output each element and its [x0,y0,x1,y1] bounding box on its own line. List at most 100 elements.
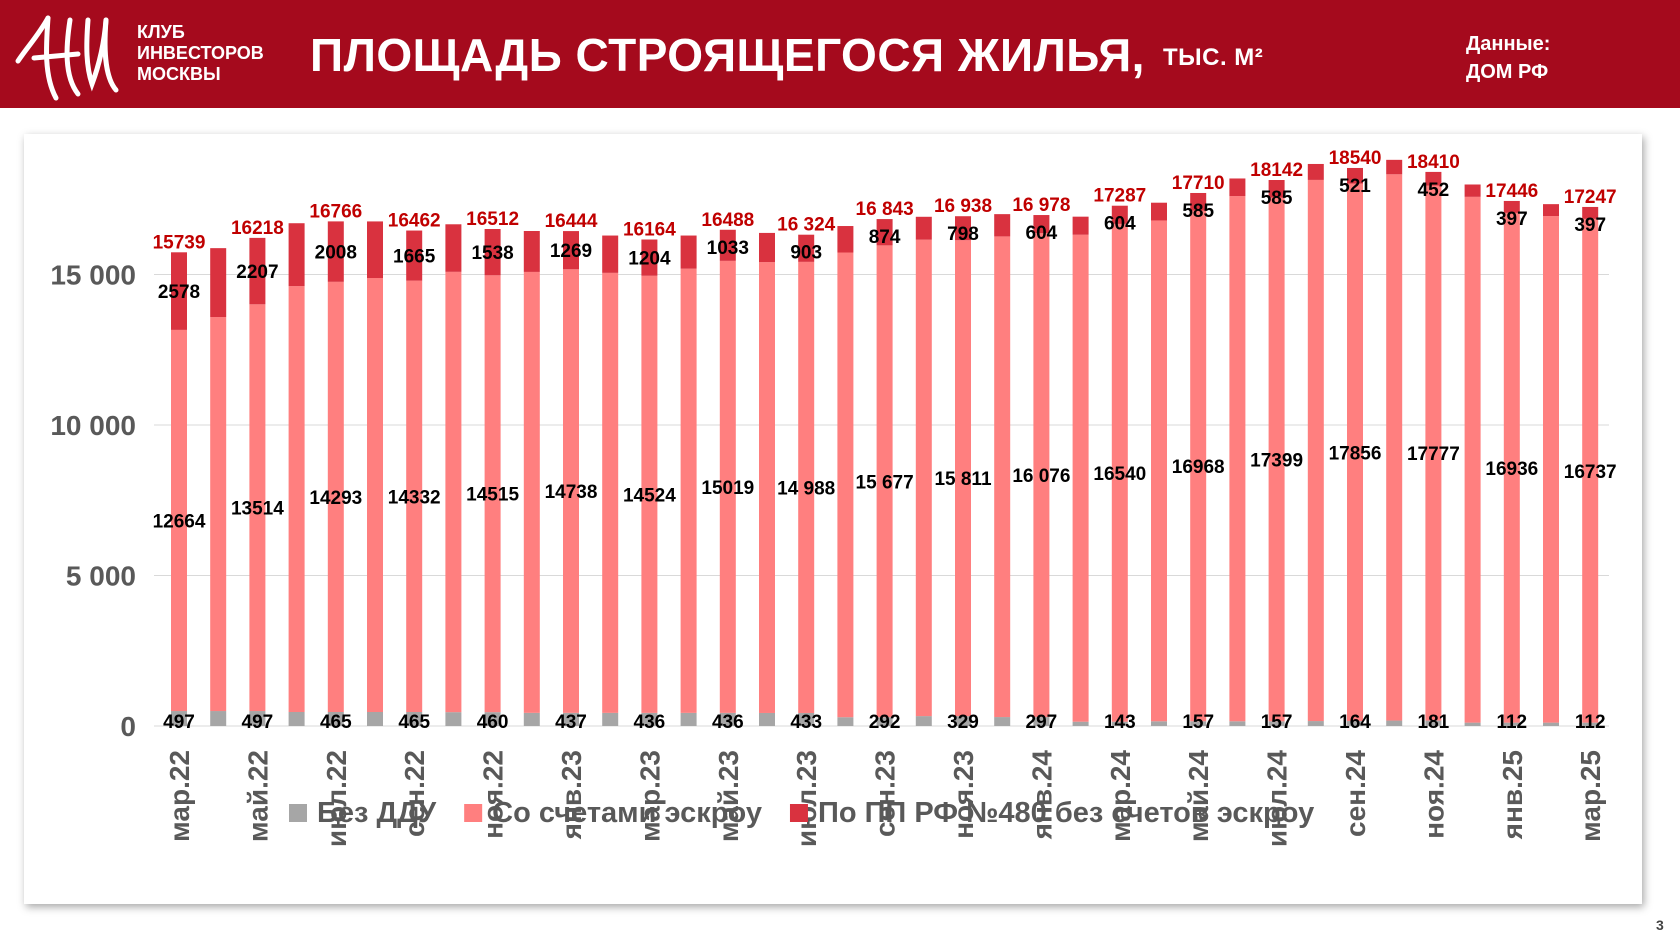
data-label-bez-ddu: 181 [1418,712,1450,733]
bar-bez-ddu [994,717,1011,726]
data-label-total: 16 938 [934,196,992,217]
bar-bez-ddu [876,717,893,726]
data-label-escrow: 14293 [309,488,362,509]
data-label-bez-ddu: 497 [163,712,195,733]
bar-escrow [1111,223,1128,722]
bar-escrow [1386,174,1403,721]
data-label-total: 16462 [388,211,441,232]
data-source: Данные: ДОМ РФ [1466,30,1550,86]
data-label-escrow: 12664 [153,511,206,532]
x-tick-label: май.23 [713,750,744,842]
bar-escrow [367,278,383,713]
data-label-escrow: 16 076 [1012,466,1070,487]
stacked-bar-chart: 0 5 000 10 000 15 000 497 12664 2578 15739 497 13… [50,148,1617,847]
bar-pp480 [1347,167,1363,184]
x-tick-label: янв.25 [1497,750,1528,840]
x-tick-label: июл.23 [791,750,822,847]
bar-bez-ddu [719,712,736,726]
data-label-escrow: 17777 [1407,444,1460,465]
x-tick-label: мар.23 [634,750,665,842]
x-tick-label: янв.24 [1026,750,1057,841]
bar-pp480 [406,230,423,281]
bar-bez-ddu [759,712,775,726]
page-title-text: ПЛОЩАДЬ СТРОЯЩЕГОСЯ ЖИЛЬЯ, [310,29,1145,81]
data-source-name: ДОМ РФ [1466,61,1549,83]
bar-bez-ddu [484,712,501,726]
bar-pp480 [1033,215,1050,234]
bar-bez-ddu [171,711,187,726]
page-title: ПЛОЩАДЬ СТРОЯЩЕГОСЯ ЖИЛЬЯ, тыс. м² [310,28,1263,82]
bar-pp480 [1503,200,1520,213]
data-label-bez-ddu: 329 [947,712,979,733]
bar-bez-ddu [445,712,462,726]
bar-pp480 [210,248,227,318]
data-label-bez-ddu: 436 [634,712,666,733]
bar-escrow [210,317,227,712]
club-name-line: КЛУБ [137,22,185,42]
data-label-pp480: 798 [947,224,979,245]
legend-swatch [464,804,483,822]
bar-pp480 [249,237,266,305]
legend-swatch [289,804,307,822]
data-label-escrow: 17399 [1250,450,1303,471]
data-label-bez-ddu: 436 [712,712,744,733]
data-label-bez-ddu: 433 [790,712,822,733]
data-label-total: 16512 [466,209,519,230]
bar-bez-ddu [210,711,227,726]
bar-escrow [484,275,501,713]
bar-pp480 [1425,171,1442,186]
data-label-pp480: 397 [1574,215,1606,236]
bar-pp480 [719,229,736,261]
data-label-escrow: 16737 [1564,462,1617,483]
bar-pp480 [1229,178,1246,197]
data-label-pp480: 1665 [393,247,436,268]
bar-bez-ddu [1229,721,1246,726]
bar-pp480 [955,216,971,241]
legend-swatch [789,804,808,822]
bar-escrow [288,286,305,713]
data-label-total: 18142 [1250,160,1303,181]
data-label-escrow: 13514 [231,499,284,520]
data-label-escrow: 14738 [545,482,598,503]
bar-bez-ddu [955,716,971,726]
bar-escrow [680,268,697,713]
x-tick-label: ноя.23 [948,750,979,839]
data-label-total: 16766 [309,201,362,222]
data-label-total: 17446 [1485,181,1538,202]
page-number: 3 [1656,917,1664,933]
bar-escrow [719,260,736,713]
bar-pp480 [1582,206,1599,219]
data-label-total: 17247 [1564,187,1617,208]
bar-escrow [523,271,540,713]
bar-pp480 [523,230,540,272]
x-tick-label: май.24 [1183,750,1214,842]
bar-bez-ddu [1386,720,1403,726]
bar-pp480 [1111,205,1128,224]
bar-pp480 [798,234,815,262]
bar-escrow [1033,233,1050,718]
club-name-line: МОСКВЫ [137,64,221,84]
bar-escrow [1425,185,1442,721]
bar-escrow [1503,212,1520,723]
data-label-pp480: 604 [1104,214,1136,235]
bar-bez-ddu [798,712,815,726]
bar-pp480 [680,235,697,269]
bar-bez-ddu [1425,720,1442,726]
bar-bez-ddu [1347,721,1363,726]
bar-escrow [1151,220,1167,722]
x-tick-label: мар.25 [1575,750,1606,842]
bar-bez-ddu [367,712,383,726]
header-banner: КЛУБ ИНВЕСТОРОВ МОСКВЫ ПЛОЩАДЬ СТРОЯЩЕГО… [0,0,1680,108]
bar-pp480 [759,232,775,263]
x-tick-label: сен.23 [870,750,901,837]
data-label-total: 16488 [701,210,754,231]
data-label-bez-ddu: 164 [1339,712,1371,733]
bar-escrow [327,281,344,713]
bar-pp480 [327,221,344,282]
data-label-bez-ddu: 497 [242,712,274,733]
bar-pp480 [1151,202,1167,221]
data-label-pp480: 874 [869,227,901,248]
bar-escrow [798,261,815,713]
bar-escrow [445,271,462,713]
data-label-pp480: 903 [790,243,822,264]
